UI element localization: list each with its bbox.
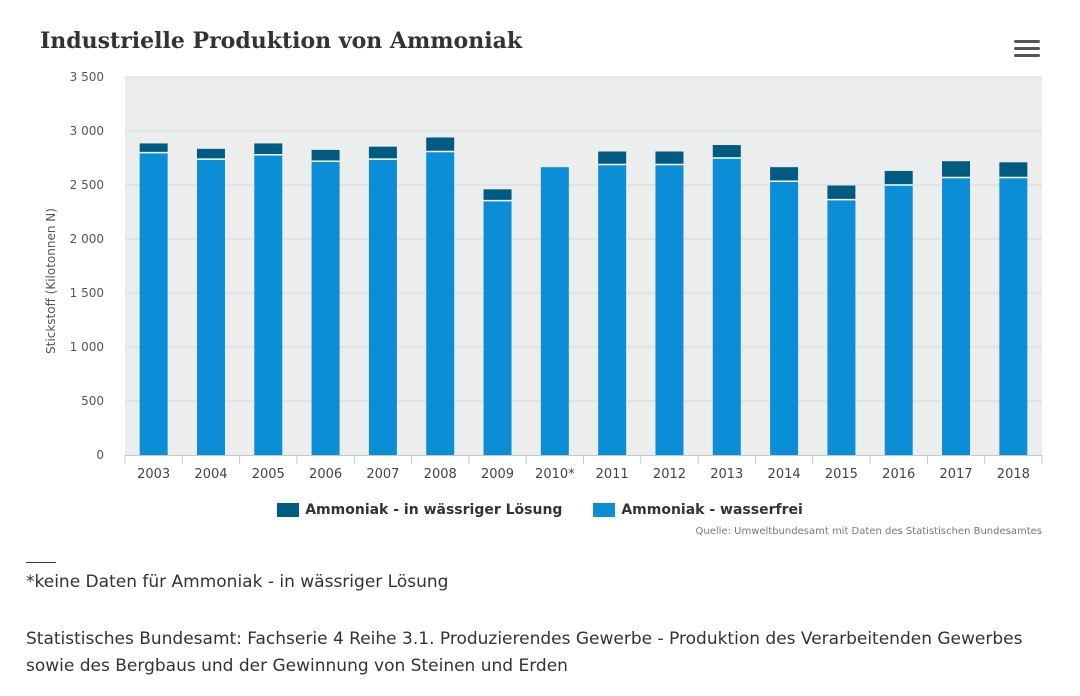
y-tick-label: 0 [96,448,104,462]
bar-wasserfrei [196,159,225,455]
x-tick-label: 2007 [366,467,399,482]
y-tick-label: 1 500 [70,286,104,300]
menu-line [1014,40,1040,43]
bar-wasserfrei [827,199,856,455]
bars [139,137,1028,456]
x-tick-label: 2012 [653,467,686,482]
bar-waessrig [311,149,340,162]
y-axis-ticks: 0 500 1 000 1 500 2 000 2 500 3 000 3 500 [70,70,104,462]
x-tick-label: 2014 [768,467,801,482]
legend: Ammoniak - in wässriger Lösung Ammoniak … [0,502,1080,521]
x-tick-label: 2013 [710,467,743,482]
y-tick-label: 3 000 [70,124,104,138]
bar-waessrig [598,151,627,165]
y-tick-label: 2 000 [70,232,104,246]
footnote-divider [26,562,56,563]
x-tick-label: 2005 [252,467,285,482]
bar-wasserfrei [311,161,340,456]
bar-wasserfrei [999,177,1028,455]
legend-item-waessrig[interactable]: Ammoniak - in wässriger Lösung [277,502,562,518]
y-tick-label: 500 [81,394,104,408]
bar-waessrig [368,146,397,160]
bar-wasserfrei [712,158,741,455]
x-tick-label: 2008 [424,467,457,482]
legend-swatch-wasserfrei [593,503,616,517]
menu-line [1014,47,1040,50]
footnote: *keine Daten für Ammoniak - in wässriger… [26,572,449,592]
bar-waessrig [999,162,1028,178]
x-tick-label: 2011 [596,467,629,482]
x-tick-label: 2015 [825,467,858,482]
bar-waessrig [884,170,913,185]
bar-waessrig [942,161,971,178]
source-note: Quelle: Umweltbundesamt mit Daten des St… [695,526,1042,537]
x-tick-label: 2009 [481,467,514,482]
x-tick-label: 2018 [997,467,1030,482]
y-tick-label: 1 000 [70,340,104,354]
bar-waessrig [426,137,455,152]
bar-wasserfrei [884,185,913,455]
legend-label-waessrig: Ammoniak - in wässriger Lösung [305,502,563,518]
legend-swatch-waessrig [277,503,300,517]
y-tick-label: 2 500 [70,178,104,192]
legend-label-wasserfrei: Ammoniak - wasserfrei [621,502,803,518]
menu-line [1014,54,1040,57]
bar-waessrig [139,143,168,153]
x-tick-label: 2017 [939,467,972,482]
data-reference: Statistisches Bundesamt: Fachserie 4 Rei… [26,629,1023,676]
x-tick-label: 2010* [535,467,575,482]
bar-wasserfrei [426,151,455,455]
x-tick-label: 2016 [882,467,915,482]
bar-waessrig [196,148,225,160]
hamburger-menu-icon[interactable] [1014,40,1040,60]
x-tick-label: 2004 [194,467,227,482]
bar-waessrig [827,185,856,200]
bar-wasserfrei [598,164,627,456]
bar-waessrig [254,143,283,155]
bar-wasserfrei [254,154,283,455]
bar-wasserfrei [483,200,512,455]
x-tick-label: 2003 [137,467,170,482]
bar-wasserfrei [368,159,397,455]
bar-waessrig [770,167,799,182]
bar-wasserfrei [139,152,168,455]
y-axis-label: Stickstoff (Kilotonnen N) [44,208,58,354]
x-tick-label: 2006 [309,467,342,482]
y-tick-label: 3 500 [70,70,104,84]
bar-wasserfrei [540,167,569,455]
bar-waessrig [483,189,512,201]
bar-wasserfrei [770,181,799,455]
bar-waessrig [712,145,741,158]
chart-title: Industrielle Produktion von Ammoniak [40,28,523,54]
bar-waessrig [655,151,684,165]
bar-wasserfrei [655,164,684,456]
x-axis: 2003 2004 2005 2006 2007 2008 2009 2010* 2011 201… [124,455,1043,482]
bar-wasserfrei [942,177,971,455]
legend-item-wasserfrei[interactable]: Ammoniak - wasserfrei [593,502,803,518]
